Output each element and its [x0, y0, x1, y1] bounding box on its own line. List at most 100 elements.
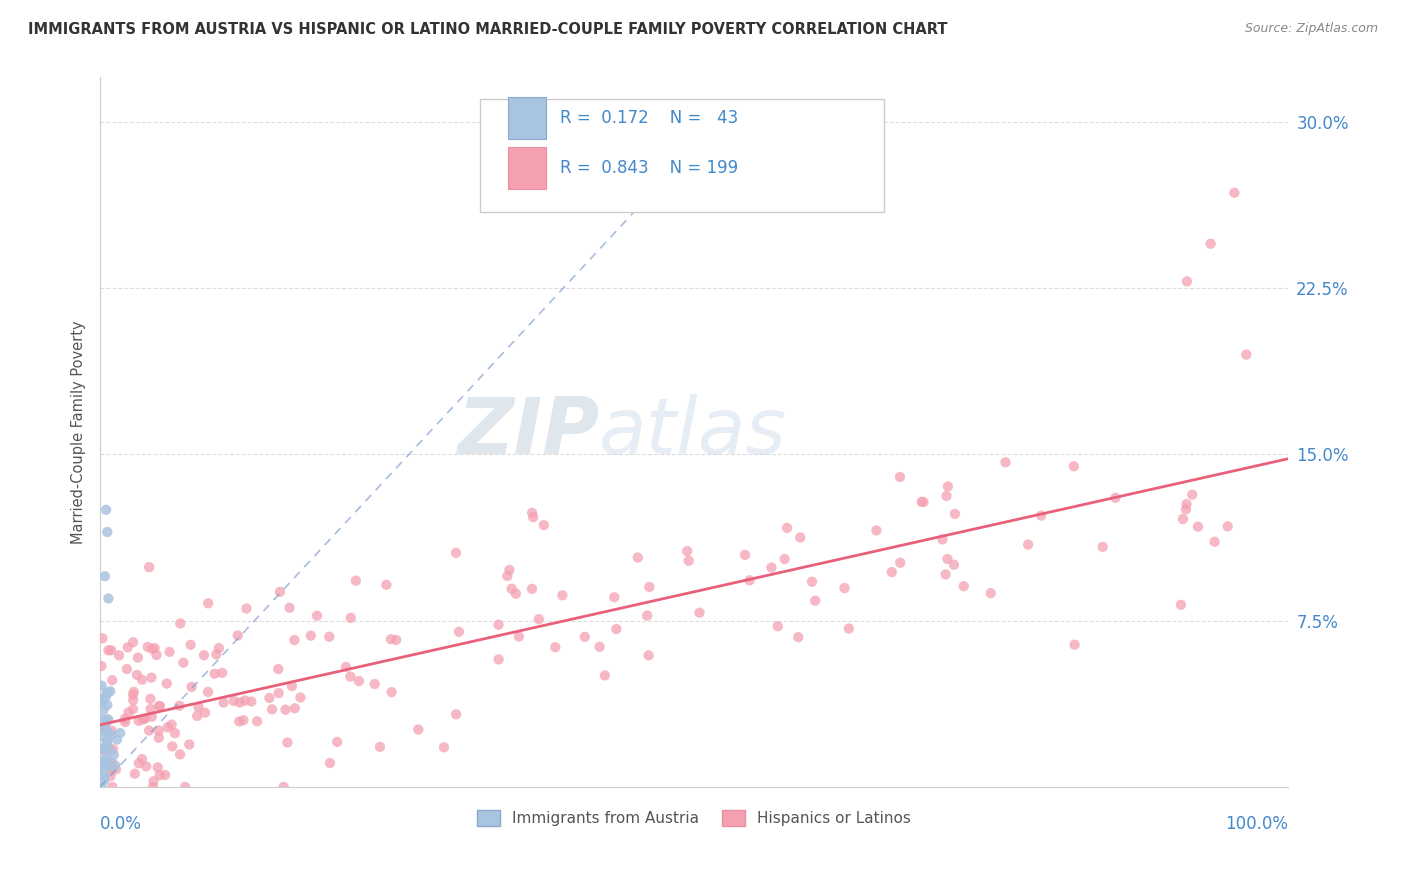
Point	[139, 702, 162, 716]
Point	[283, 633, 305, 648]
Point	[281, 679, 304, 693]
Point	[90, 754, 112, 768]
Point	[551, 588, 574, 602]
Point	[276, 735, 298, 749]
Point	[299, 629, 322, 643]
Point	[94, 503, 117, 517]
Point	[96, 698, 118, 712]
Point	[1216, 519, 1239, 533]
Point	[93, 703, 115, 717]
Point	[117, 706, 139, 720]
Point	[1104, 491, 1126, 505]
Point	[96, 713, 118, 727]
Point	[498, 563, 520, 577]
Point	[89, 758, 111, 772]
Point	[124, 766, 146, 780]
Point	[936, 552, 959, 566]
Point	[187, 700, 209, 714]
Point	[138, 560, 160, 574]
Point	[138, 723, 160, 738]
Point	[1174, 502, 1197, 516]
Point	[100, 643, 122, 657]
Point	[122, 688, 145, 702]
Point	[145, 648, 167, 662]
Point	[96, 733, 118, 747]
Point	[226, 628, 249, 642]
Point	[347, 674, 370, 689]
Point	[97, 643, 120, 657]
Point	[93, 773, 115, 788]
Point	[90, 760, 112, 774]
Point	[104, 758, 127, 772]
Point	[159, 645, 181, 659]
Text: R =  0.172    N =   43: R = 0.172 N = 43	[560, 109, 738, 127]
Point	[1181, 488, 1204, 502]
Point	[169, 747, 191, 762]
Point	[910, 495, 932, 509]
Point	[148, 698, 170, 713]
Point	[94, 569, 117, 583]
Point	[101, 673, 124, 687]
Point	[766, 619, 789, 633]
Point	[93, 769, 115, 783]
Point	[98, 743, 121, 757]
Point	[96, 759, 118, 773]
Point	[125, 668, 148, 682]
Point	[574, 630, 596, 644]
Point	[1204, 534, 1226, 549]
Point	[128, 714, 150, 728]
Text: IMMIGRANTS FROM AUSTRIA VS HISPANIC OR LATINO MARRIED-COUPLE FAMILY POVERTY CORR: IMMIGRANTS FROM AUSTRIA VS HISPANIC OR L…	[28, 22, 948, 37]
Point	[1234, 348, 1257, 362]
Point	[284, 701, 307, 715]
Point	[143, 641, 166, 656]
Point	[162, 739, 184, 754]
Point	[104, 762, 127, 776]
Point	[520, 506, 543, 520]
Point	[588, 640, 610, 654]
Point	[142, 780, 165, 794]
Point	[94, 756, 117, 770]
Point	[501, 582, 523, 596]
Point	[627, 550, 650, 565]
Point	[97, 591, 120, 606]
Point	[105, 732, 128, 747]
Point	[508, 630, 530, 644]
Point	[91, 769, 114, 783]
Point	[290, 690, 312, 705]
Point	[94, 740, 117, 755]
Point	[246, 714, 269, 729]
Point	[94, 756, 117, 770]
Point	[149, 699, 172, 714]
Point	[603, 591, 626, 605]
Point	[340, 611, 363, 625]
Point	[141, 642, 163, 657]
Legend: Immigrants from Austria, Hispanics or Latinos: Immigrants from Austria, Hispanics or La…	[471, 805, 917, 832]
Point	[208, 641, 231, 656]
Point	[368, 739, 391, 754]
Point	[163, 726, 186, 740]
Point	[505, 587, 527, 601]
Point	[160, 717, 183, 731]
Point	[593, 668, 616, 682]
Point	[865, 524, 887, 538]
Point	[174, 780, 197, 794]
Point	[232, 713, 254, 727]
Point	[522, 510, 544, 524]
Point	[994, 455, 1017, 469]
Point	[114, 715, 136, 730]
Point	[228, 714, 250, 729]
Point	[269, 584, 291, 599]
Point	[101, 742, 124, 756]
Point	[211, 665, 233, 680]
Point	[180, 680, 202, 694]
Point	[344, 574, 367, 588]
Point	[142, 774, 165, 789]
Point	[100, 769, 122, 783]
Point	[97, 712, 120, 726]
FancyBboxPatch shape	[508, 97, 546, 139]
Point	[94, 756, 117, 770]
Point	[889, 556, 911, 570]
Point	[135, 759, 157, 773]
Point	[235, 601, 257, 615]
Point	[447, 624, 470, 639]
